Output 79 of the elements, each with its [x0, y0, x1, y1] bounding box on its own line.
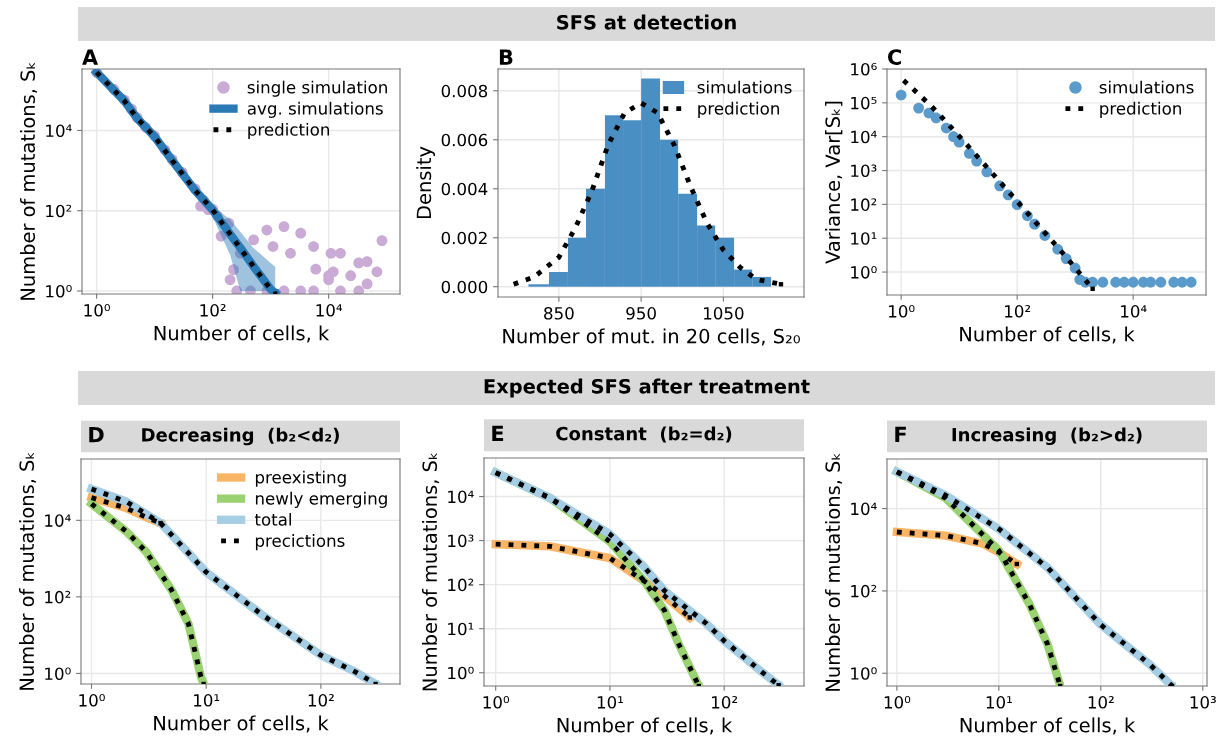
- y-tick-label: 0.002: [441, 231, 487, 245]
- legend-label: simulations: [697, 80, 792, 94]
- x-tick-label: 10²: [308, 694, 334, 707]
- x-tick-label: 10⁰: [483, 696, 510, 709]
- y-tick-label: 10⁵: [851, 96, 877, 110]
- y-tick-label: 10¹: [851, 232, 877, 245]
- x-tick-label: 10⁴: [1121, 305, 1147, 318]
- x-tick-label: 10²: [712, 696, 738, 709]
- legend-label: avg. simulations: [247, 101, 383, 118]
- chart-title: C: [888, 49, 901, 65]
- y-tick-label: 10⁰: [448, 666, 474, 680]
- y-tick-label: 0.000: [441, 280, 488, 294]
- x-axis-title: Number of cells, k: [154, 715, 329, 733]
- x-tick-label: 10¹: [194, 694, 220, 707]
- x-tick-label: 10⁰: [884, 696, 911, 709]
- x-tick-label: 10²: [200, 304, 226, 317]
- chart-subtitle: Decreasing (b₂<d₂): [142, 427, 339, 446]
- y-tick-label: 0.004: [441, 182, 488, 196]
- y-tick-label: 10³: [448, 534, 474, 548]
- y-axis-title: Number of mutations, Sₖ: [19, 452, 37, 690]
- chart-subtitle: Increasing (b₂>d₂): [952, 427, 1142, 446]
- legend-label: prediction: [1100, 101, 1181, 118]
- x-axis-title: Number of cells, k: [960, 326, 1135, 344]
- y-tick-label: 10⁰: [45, 667, 71, 681]
- y-tick-label: 10¹: [448, 622, 474, 636]
- x-tick-label: 1050: [704, 307, 744, 320]
- y-tick-label: 10²: [851, 198, 877, 211]
- x-tick-label: 10⁰: [84, 304, 110, 317]
- y-tick-label: 0.006: [441, 133, 488, 147]
- legend-label: precictions: [255, 534, 345, 551]
- x-tick-label: 10⁴: [316, 304, 343, 317]
- x-tick-label: 950: [626, 307, 656, 320]
- legend-label: total: [254, 512, 291, 526]
- chart-title: F: [895, 426, 906, 443]
- chart-title: A: [82, 49, 99, 65]
- y-tick-label: 10⁶: [851, 62, 877, 76]
- x-tick-label: 10¹: [597, 696, 623, 709]
- legend-label: preexisting: [255, 470, 346, 487]
- x-axis-title: Number of cells, k: [154, 325, 330, 343]
- y-tick-label: 10²: [448, 578, 474, 592]
- x-axis-title: Number of cells, k: [557, 717, 733, 735]
- x-axis-title: Number of mut. in 20 cells, S₂₀: [503, 328, 800, 346]
- y-tick-label: 0.008: [441, 84, 488, 98]
- x-axis-title: Number of cells, k: [960, 717, 1136, 735]
- chart-title: B: [499, 49, 513, 65]
- text: SFS at detection: [557, 14, 736, 30]
- legend-label: simulations: [1099, 80, 1194, 94]
- chart-subtitle: Constant (b₂=d₂): [556, 426, 732, 443]
- y-axis-title: Number of mutations, Sₖ: [20, 62, 38, 300]
- y-axis-title: Density: [416, 146, 436, 219]
- x-tick-label: 10²: [1005, 305, 1031, 318]
- legend-label: single simulation: [247, 80, 387, 97]
- y-tick-label: 10²: [851, 584, 877, 598]
- y-tick-label: 10⁴: [45, 514, 71, 527]
- y-tick-label: 10⁴: [46, 124, 72, 138]
- y-tick-label: 10²: [46, 204, 72, 218]
- y-tick-label: 10⁰: [851, 667, 877, 680]
- y-tick-label: 10⁰: [46, 284, 72, 298]
- y-tick-label: 10³: [851, 164, 877, 178]
- y-tick-label: 10⁰: [851, 266, 877, 279]
- legend-label: newly emerging: [255, 491, 387, 508]
- x-tick-label: 10⁰: [889, 305, 915, 318]
- x-tick-label: 10⁰: [79, 694, 105, 707]
- y-tick-label: 10⁴: [851, 502, 877, 516]
- text: Expected SFS after treatment: [484, 378, 810, 398]
- y-tick-label: 10⁴: [851, 130, 877, 144]
- y-tick-label: 10²: [45, 590, 71, 604]
- legend-label: prediction: [698, 101, 779, 118]
- y-axis-title: Number of mutations, Sₖ: [422, 453, 440, 691]
- x-tick-label: 10¹: [986, 696, 1012, 709]
- x-tick-label: 10²: [1088, 696, 1114, 709]
- chart-title: E: [492, 425, 504, 441]
- y-axis-title: Variance, Var[Sₖ]: [825, 101, 843, 264]
- y-tick-label: 10⁴: [448, 490, 474, 504]
- legend-label: prediction: [248, 122, 330, 140]
- x-tick-label: 850: [544, 307, 574, 320]
- chart-title: D: [89, 427, 104, 443]
- y-axis-title: Number of mutations, Sₖ: [825, 453, 843, 691]
- x-tick-label: 10³: [1190, 696, 1216, 709]
